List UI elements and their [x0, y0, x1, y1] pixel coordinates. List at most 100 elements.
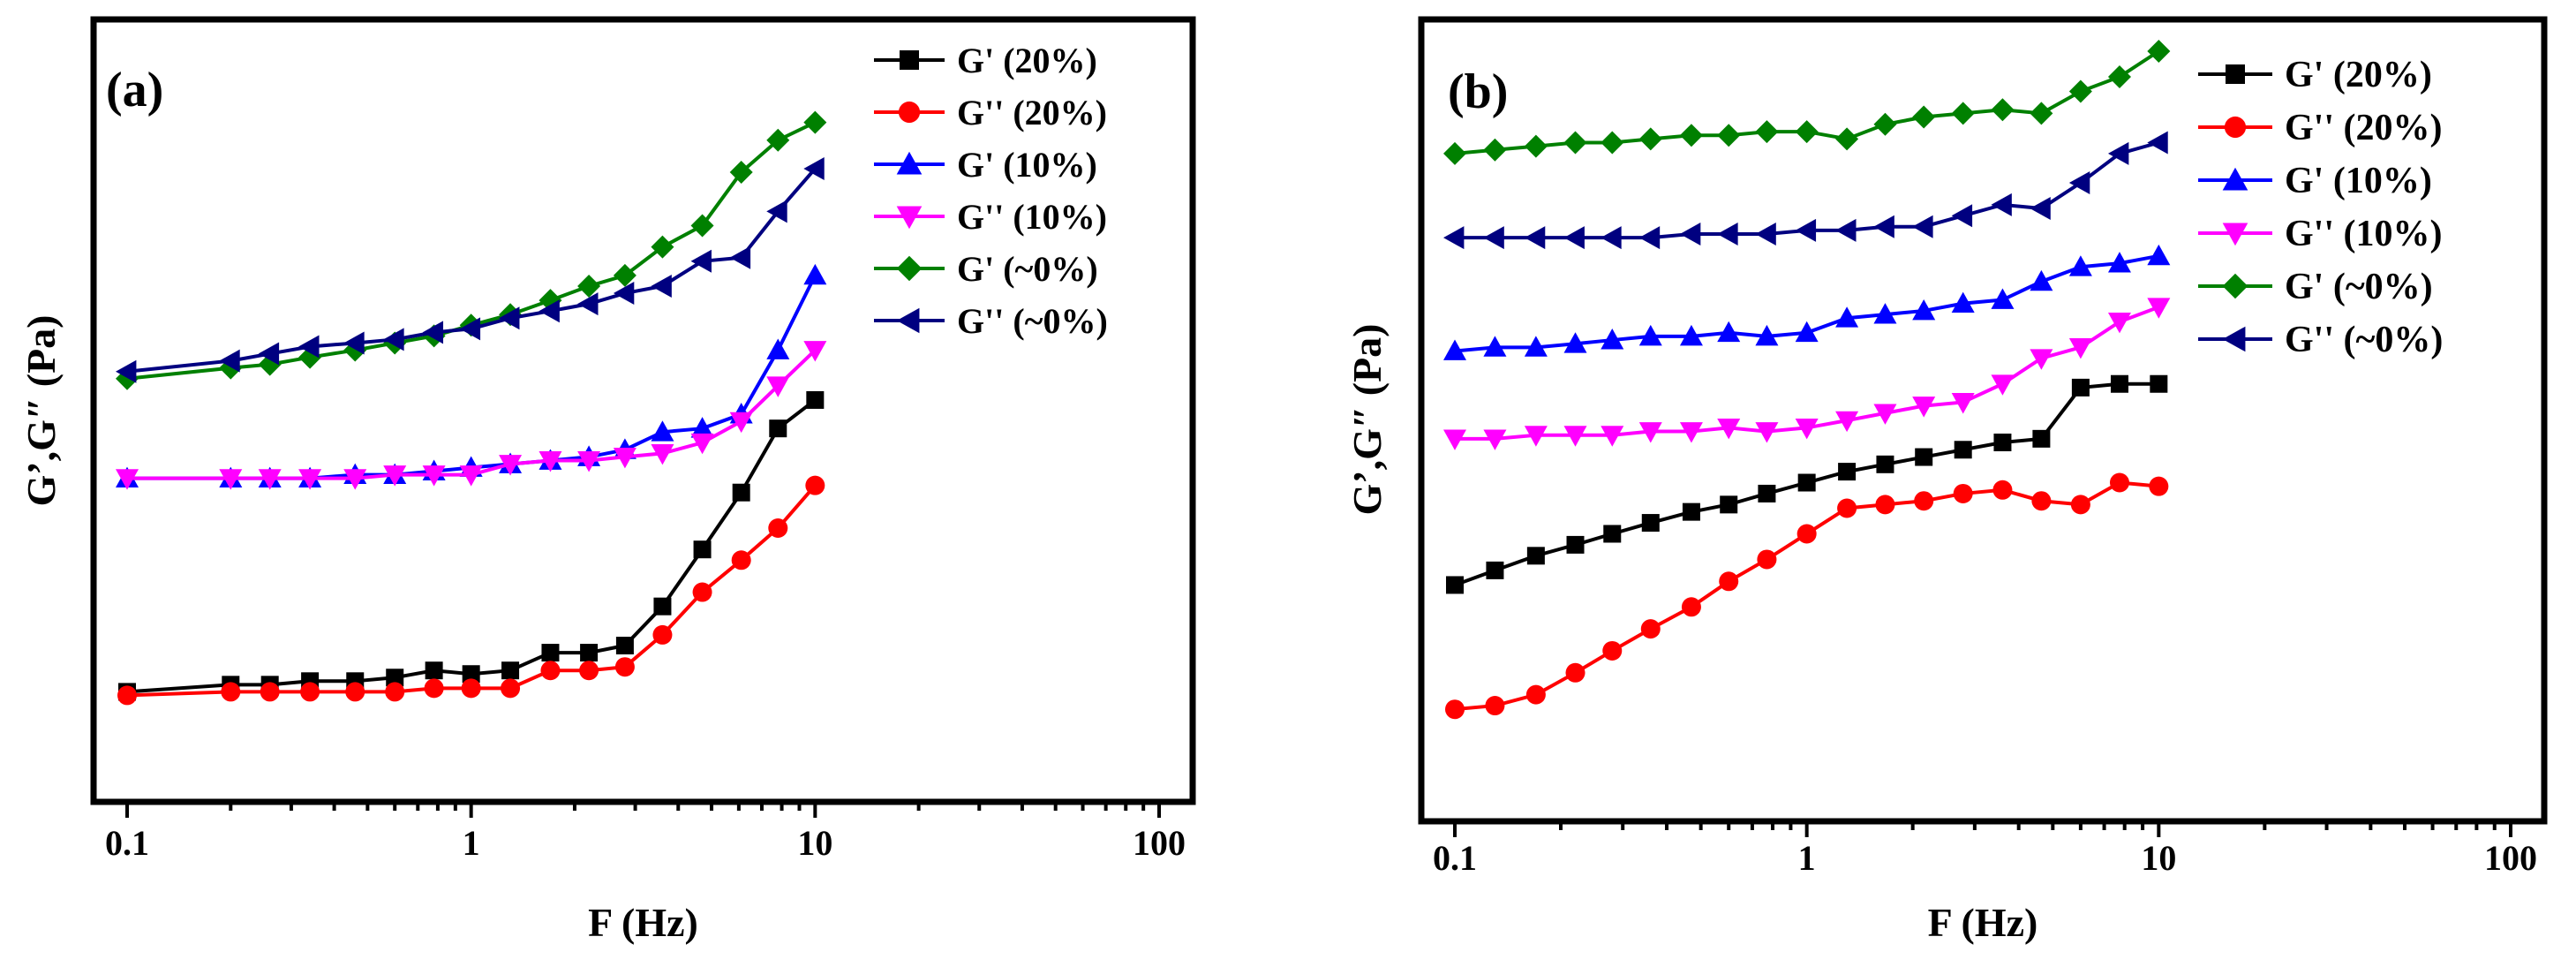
data-point [1601, 131, 1624, 155]
data-point [1951, 204, 1973, 228]
legend: G' (20%) G'' (20%) G' (10%) G'' (10%) G' (~0… [2198, 55, 2443, 360]
data-point [461, 678, 481, 699]
data-point [1873, 303, 1897, 324]
data-point [692, 582, 712, 602]
data-point [729, 412, 753, 434]
data-point [2032, 429, 2051, 448]
data-point [1638, 422, 1662, 443]
data-point [1563, 131, 1587, 155]
x-tick-label: 100 [2484, 838, 2537, 878]
data-point [221, 682, 241, 702]
data-point [2068, 171, 2090, 195]
data-point [1640, 619, 1661, 639]
data-point [383, 328, 404, 351]
data-point [258, 469, 282, 490]
data-point [768, 518, 788, 539]
data-point [1524, 426, 1548, 447]
data-point [613, 263, 636, 287]
legend-marker [2222, 223, 2248, 246]
data-point [806, 390, 825, 409]
data-point [2030, 349, 2053, 370]
series-0 [1446, 374, 2168, 594]
data-point [1835, 411, 1859, 433]
data-point [1991, 98, 2015, 122]
y-axis-label: G’,G″ (Pa) [19, 314, 64, 506]
x-tick-label: 1 [463, 823, 480, 863]
data-point [1601, 426, 1624, 447]
data-point [693, 540, 712, 559]
data-point [729, 246, 751, 269]
data-point [343, 469, 367, 490]
data-point [501, 678, 521, 699]
data-point [769, 419, 787, 438]
series-5 [1443, 131, 2168, 250]
data-point [1873, 112, 1897, 136]
data-point [690, 433, 714, 455]
data-point [1873, 404, 1897, 425]
data-point [1679, 223, 1701, 246]
data-point [1720, 495, 1738, 514]
data-point [2147, 131, 2168, 155]
data-point [219, 349, 240, 373]
data-point [1991, 288, 2015, 309]
data-point [383, 465, 407, 487]
data-point [1443, 339, 1466, 360]
legend-entry: G' (~0%) [2285, 267, 2433, 307]
data-point [117, 685, 137, 706]
chart-panel-a: 0.1 1 10 100 F (Hz) G’,G″ (Pa) (a) G' (20%) G'' … [19, 16, 1196, 945]
legend-marker [896, 151, 923, 175]
legend-marker [896, 307, 920, 334]
x-tick-label: 10 [2141, 838, 2176, 878]
data-point [1602, 640, 1623, 661]
data-point [1991, 193, 2012, 216]
data-point [766, 200, 787, 223]
data-point [613, 282, 635, 306]
legend-entry: G' (10%) [957, 145, 1097, 185]
data-point [690, 417, 714, 438]
series-1 [1445, 472, 2169, 720]
data-point [1601, 226, 1622, 250]
data-point [766, 338, 790, 359]
data-point [690, 214, 714, 238]
data-point [2070, 495, 2090, 515]
data-point [1486, 561, 1504, 579]
data-point [422, 465, 446, 487]
data-point [501, 661, 520, 680]
data-point [1679, 422, 1703, 443]
data-point [580, 644, 599, 662]
data-point [1679, 324, 1703, 346]
series-line [126, 167, 817, 374]
data-point [1638, 226, 1661, 250]
data-point [1526, 547, 1545, 565]
data-point [1837, 498, 1857, 518]
data-point [1601, 329, 1624, 350]
series-5 [116, 156, 825, 383]
data-point [1835, 306, 1859, 328]
y-axis-label: G’,G″ (Pa) [1344, 323, 1390, 515]
data-point [2031, 491, 2052, 511]
series-line [126, 398, 817, 694]
data-point [424, 678, 444, 699]
data-point [2147, 298, 2171, 319]
data-point [651, 274, 672, 298]
data-point [1796, 524, 1817, 544]
data-point [1524, 226, 1546, 250]
series-line [1454, 480, 2159, 712]
data-point [1795, 321, 1819, 343]
legend-entry: G'' (10%) [2285, 214, 2442, 254]
data-point [298, 335, 320, 359]
data-point [1443, 141, 1466, 165]
chart-panel-b: 0.1 1 10 100 F (Hz) G’,G″ (Pa) (b) G' (20%) G'' … [1344, 16, 2548, 945]
data-point [1795, 218, 1817, 242]
data-point [425, 661, 443, 680]
series-1 [117, 475, 825, 706]
data-point [690, 249, 712, 273]
data-point [1525, 684, 1546, 705]
data-point [1795, 120, 1819, 144]
series-line [126, 484, 817, 698]
data-point [1563, 426, 1587, 447]
data-point [1483, 336, 1507, 357]
data-point [1838, 463, 1857, 481]
series-4 [116, 110, 827, 390]
